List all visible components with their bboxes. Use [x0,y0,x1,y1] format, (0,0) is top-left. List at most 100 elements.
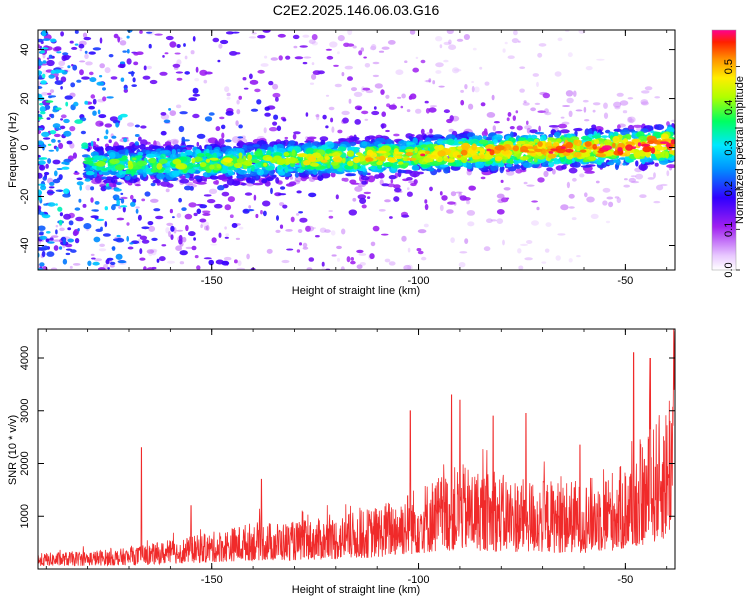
heatmap-cell [394,187,402,193]
heatmap-cell [102,158,108,162]
heatmap-cell [176,213,182,218]
heatmap-cell [293,45,298,49]
heatmap-cell [369,253,375,260]
heatmap-cell [434,145,444,151]
heatmap-cell [381,183,390,187]
heatmap-cell [67,238,74,243]
heatmap-cell [408,95,413,100]
y-tick-label: 4000 [19,346,31,370]
heatmap-cell [424,150,430,155]
heatmap-cell [135,206,140,209]
heatmap-cell [414,146,418,154]
heatmap-cell [148,43,152,49]
heatmap-cell [654,96,661,99]
heatmap-cell [381,233,389,236]
heatmap-cell [55,203,58,206]
heatmap-cell [104,123,113,128]
heatmap-cell [490,219,497,222]
heatmap-cell [56,69,65,73]
heatmap-cell [342,117,349,124]
heatmap-cell [102,233,111,237]
heatmap-cell [38,225,46,231]
heatmap-cell [575,109,583,112]
heatmap-cell [285,229,293,232]
heatmap-cell [627,135,632,140]
heatmap-cell [505,197,510,200]
heatmap-cell [136,234,142,237]
heatmap-cell [367,175,376,183]
heatmap-cell [643,143,649,147]
heatmap-cell [298,211,303,214]
heatmap-cell [592,109,596,113]
heatmap-cell [188,231,196,237]
heatmap-cell [55,107,62,111]
heatmap-cell [523,181,528,185]
y-tick-label: -40 [19,238,31,254]
heatmap-cell [350,173,356,177]
heatmap-cell [203,79,208,84]
heatmap-cell [432,80,436,85]
heatmap-cell [388,175,397,180]
heatmap-cell [584,192,588,198]
colorbar-tick-label: 0.1 [723,222,735,237]
heatmap-cell [79,185,82,191]
heatmap-cell [130,201,136,207]
heatmap-cell [213,180,219,185]
heatmap-cell [60,31,64,37]
heatmap-cell [179,250,188,256]
heatmap-cell [378,50,385,53]
heatmap-cell [62,193,71,198]
heatmap-cell [337,35,345,42]
heatmap-cell [160,130,167,136]
heatmap-cell [47,92,52,96]
heatmap-cell [104,67,111,74]
heatmap-cell [121,155,128,161]
heatmap-cell [241,161,252,166]
heatmap-cell [546,167,553,172]
heatmap-cell [91,209,99,212]
heatmap-cell [457,154,462,158]
heatmap-cell [210,243,218,246]
heatmap-cell [451,135,456,138]
heatmap-cell [99,75,103,78]
heatmap-cell [526,120,529,126]
heatmap-cell [617,147,623,152]
heatmap-cell [238,152,243,159]
heatmap-cell [387,158,397,162]
heatmap-cell [666,164,675,169]
heatmap-cell [110,261,116,266]
heatmap-cell [349,141,357,146]
heatmap-cell [450,191,457,197]
y-tick-label: -20 [19,189,31,205]
heatmap-cell [242,77,247,81]
heatmap-cell [394,151,404,155]
heatmap-cell [597,157,606,161]
heatmap-cell [449,115,454,122]
heatmap-cell [406,157,417,161]
heatmap-cell [256,99,262,105]
x-tick-label: -150 [201,574,223,586]
heatmap-cell [464,84,468,90]
heatmap-cell [140,125,147,129]
heatmap-cell [156,155,161,159]
heatmap-cell [143,266,147,270]
heatmap-cell [170,225,175,232]
heatmap-cell [165,188,170,193]
heatmap-cell [479,66,483,70]
heatmap-cell [291,149,296,157]
heatmap-cell [372,225,380,232]
heatmap-cell [504,41,508,45]
heatmap-cell [556,138,562,143]
heatmap-cell [202,212,211,216]
heatmap-cell [225,110,234,116]
heatmap-cell [252,182,264,186]
heatmap-cell [249,178,256,184]
heatmap-cell [165,166,171,174]
heatmap-cell [336,245,342,250]
heatmap-cell [448,44,457,50]
heatmap-cell [74,119,83,124]
heatmap-cell [49,130,57,135]
heatmap-cell [361,141,368,147]
heatmap-cell [522,162,533,168]
heatmap-cell [344,65,353,70]
